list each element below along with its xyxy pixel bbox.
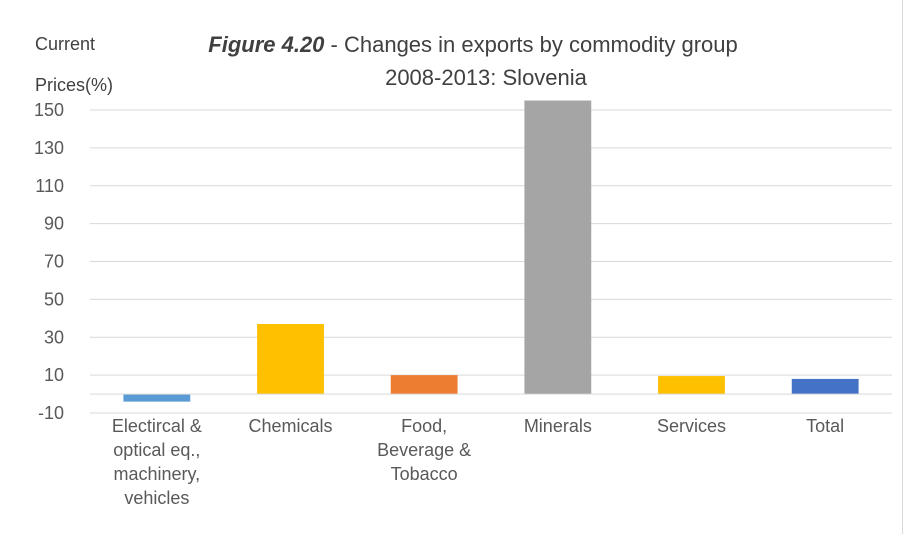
x-category-label-line: Minerals bbox=[524, 416, 592, 436]
x-category-label-line: vehicles bbox=[124, 488, 189, 508]
x-category-label-line: Food, bbox=[401, 416, 447, 436]
chart-title-text: - Changes in exports by commodity group bbox=[324, 32, 737, 57]
x-category-label: Chemicals bbox=[248, 416, 332, 436]
x-category-label-line: Beverage & bbox=[377, 440, 471, 460]
gridlines bbox=[90, 109, 892, 414]
y-tick-label: 70 bbox=[44, 252, 64, 272]
x-category-label: Electircal & optical eq., machinery, vehicl… bbox=[112, 416, 202, 508]
bar bbox=[658, 376, 725, 395]
bar bbox=[123, 394, 191, 402]
bar bbox=[257, 323, 324, 395]
x-category-label-line: Tobacco bbox=[391, 464, 458, 484]
x-axis: Electircal & optical eq., machinery, vehicl… bbox=[90, 393, 892, 508]
chart-title-figure-number: Figure 4.20 bbox=[208, 32, 325, 57]
chart-title: Figure 4.20 - Changes in exports by comm… bbox=[208, 32, 737, 57]
x-category-label: Food, Beverage & Tobacco bbox=[377, 416, 471, 484]
x-category-label-line: Services bbox=[657, 416, 726, 436]
bars bbox=[123, 100, 859, 402]
x-category-label-line: optical eq., bbox=[113, 440, 200, 460]
chart-title-line2: 2008-2013: Slovenia bbox=[385, 65, 588, 90]
y-axis: 150 130 110 90 70 50 30 10 -10 bbox=[34, 100, 64, 423]
x-category-label-line: Chemicals bbox=[248, 416, 332, 436]
y-axis-label-line2: Prices(%) bbox=[35, 75, 113, 95]
y-tick-label: 130 bbox=[34, 138, 64, 158]
bar bbox=[791, 378, 859, 395]
x-category-label: Minerals bbox=[524, 416, 592, 436]
y-tick-label: -10 bbox=[38, 403, 64, 423]
y-tick-label: 150 bbox=[34, 100, 64, 120]
x-category-label-line: Electircal & bbox=[112, 416, 202, 436]
y-tick-label: 30 bbox=[44, 327, 64, 347]
bar bbox=[524, 100, 592, 395]
x-category-label-line: Total bbox=[806, 416, 844, 436]
y-tick-label: 10 bbox=[44, 365, 64, 385]
y-tick-label: 90 bbox=[44, 214, 64, 234]
x-category-label: Total bbox=[806, 416, 844, 436]
bar bbox=[390, 375, 458, 395]
y-axis-label-line1: Current bbox=[35, 34, 95, 54]
x-category-label-line: machinery, bbox=[113, 464, 200, 484]
y-tick-label: 50 bbox=[44, 289, 64, 309]
y-tick-label: 110 bbox=[35, 176, 64, 196]
x-category-label: Services bbox=[657, 416, 726, 436]
